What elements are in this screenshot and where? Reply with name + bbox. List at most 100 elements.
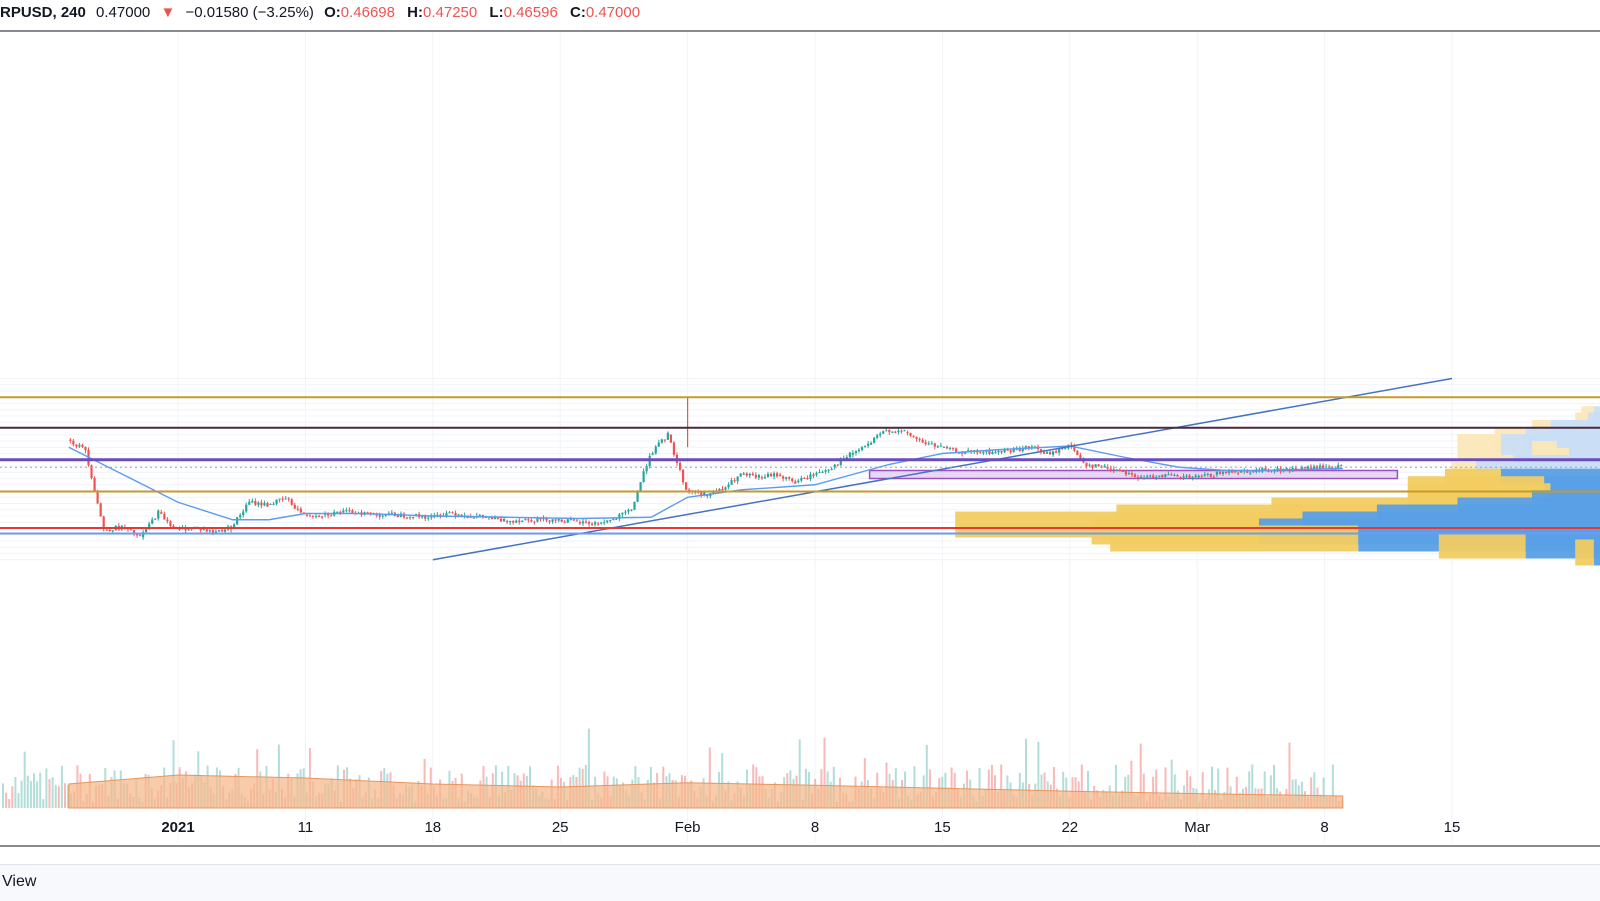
candle-body	[903, 430, 906, 432]
profile-down-bar	[1593, 539, 1600, 566]
candle-body	[615, 518, 618, 520]
candle-body	[730, 480, 733, 485]
candle-body	[496, 517, 500, 519]
volume-bar	[48, 779, 51, 808]
candle-body	[751, 473, 754, 476]
candle-body	[1018, 447, 1021, 452]
candle-body	[1030, 446, 1033, 448]
candle-body	[287, 498, 290, 500]
candle-body	[1221, 471, 1225, 474]
profile-up-bar	[1575, 539, 1594, 566]
volume-bar	[978, 767, 981, 808]
volume-bar	[1248, 771, 1251, 808]
volume-bar	[1155, 769, 1158, 808]
candle-body	[654, 446, 657, 454]
candle-body	[396, 514, 400, 517]
candle-body	[609, 520, 612, 522]
candle-body	[1000, 450, 1003, 453]
candle-body	[1042, 452, 1046, 454]
candle-body	[1212, 476, 1215, 478]
symbol-label[interactable]: RPUSD, 240	[0, 4, 86, 21]
volume-bar	[1251, 764, 1254, 808]
candle-body	[1164, 474, 1167, 478]
candle-body	[263, 502, 266, 506]
candle-body	[1267, 470, 1270, 472]
volume-bar	[17, 793, 20, 808]
candle-body	[84, 446, 87, 451]
candle-body	[217, 530, 221, 532]
candle-body	[742, 473, 745, 475]
candle-body	[1058, 448, 1061, 453]
candle-body	[600, 522, 603, 524]
volume-bar	[23, 751, 26, 808]
candle-body	[1249, 472, 1252, 474]
x-tick-label: Mar	[1184, 819, 1210, 836]
candle-body	[1158, 475, 1161, 478]
candle-body	[1303, 467, 1306, 469]
candle-body	[111, 530, 114, 532]
volume-bar	[1037, 741, 1040, 808]
volume-bar	[1273, 764, 1275, 808]
candle-body	[1312, 466, 1316, 470]
volume-bar	[1291, 779, 1294, 808]
volume-bar	[587, 728, 590, 808]
candle-body	[581, 521, 585, 524]
volume-bar	[1189, 776, 1192, 808]
volume-bar	[1263, 771, 1266, 808]
candle-body	[1200, 475, 1203, 477]
candle-body	[1109, 468, 1112, 470]
price-chart[interactable]: 2021 11 18 25 Feb 8 15 22 Mar 8 15	[0, 0, 1600, 864]
candle-body	[1073, 446, 1076, 451]
candle-body	[854, 451, 858, 453]
candle-body	[1218, 471, 1222, 474]
volume-bar	[885, 762, 888, 808]
candle-body	[366, 512, 369, 514]
candle-body	[612, 518, 615, 521]
candle-body	[633, 501, 636, 510]
candle-body	[327, 513, 330, 516]
candle-body	[1003, 449, 1006, 453]
candle-body	[930, 443, 933, 445]
volume-bar	[42, 798, 45, 808]
candle-body	[1076, 450, 1079, 456]
candle-body	[302, 512, 305, 514]
volume-bar	[67, 784, 70, 808]
candle-body	[1045, 452, 1049, 454]
candle-body	[997, 450, 1000, 453]
volume-bar	[36, 781, 39, 808]
candle-body	[818, 472, 821, 474]
candle-body	[921, 439, 924, 443]
candle-body	[539, 518, 542, 520]
candle-body	[1091, 464, 1094, 468]
volume-bar	[14, 777, 17, 808]
candle-body	[678, 462, 682, 470]
candle-body	[627, 509, 630, 512]
candle-body	[860, 447, 864, 450]
candle-body	[1182, 476, 1185, 478]
candle-body	[533, 521, 536, 523]
candle-body	[454, 512, 457, 516]
candle-body	[1027, 446, 1030, 448]
candle-body	[866, 443, 870, 446]
x-tick-label: 8	[1320, 819, 1328, 836]
candle-body	[845, 457, 848, 459]
close-label: C:	[569, 4, 586, 21]
candle-body	[894, 431, 897, 433]
x-tick-label: 11	[298, 819, 314, 836]
volume-bar	[45, 768, 48, 808]
candle-body	[512, 520, 515, 523]
candle-body	[254, 501, 257, 505]
volume-bar	[11, 786, 14, 808]
footer-label[interactable]: View	[2, 873, 37, 890]
candle-body	[251, 501, 254, 503]
candle-body	[281, 498, 284, 500]
candle-body	[478, 514, 481, 516]
candle-body	[554, 519, 557, 521]
candle-body	[166, 519, 169, 522]
candle-body	[967, 450, 970, 452]
volume-bar	[950, 767, 953, 808]
candle-body	[1130, 473, 1134, 475]
candle-body	[766, 473, 770, 477]
candle-body	[521, 520, 524, 523]
volume-bar	[1170, 759, 1173, 808]
